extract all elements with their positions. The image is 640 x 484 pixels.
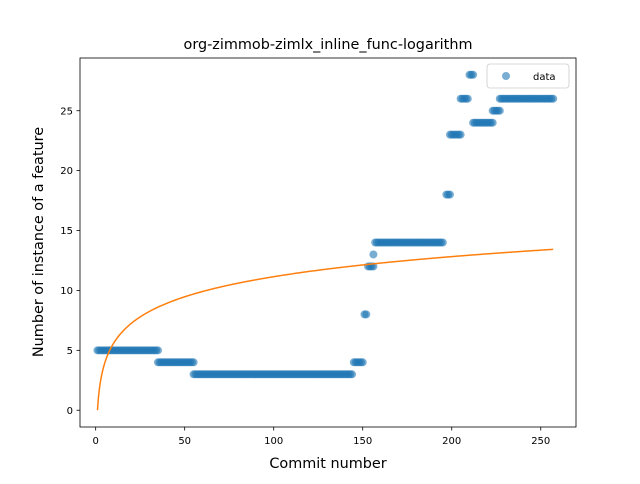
chart-title: org-zimmob-zimlx_inline_func-logarithm <box>184 37 473 53</box>
data-point <box>348 370 357 379</box>
data-point <box>438 238 447 247</box>
axes-frame <box>79 57 577 428</box>
data-point <box>153 346 162 355</box>
data-point <box>189 358 198 367</box>
legend: data <box>486 63 570 89</box>
x-tick-label: 50 <box>178 436 191 447</box>
legend-marker <box>502 72 510 80</box>
data-point <box>469 70 478 79</box>
fit-curve-line <box>96 248 554 411</box>
plot-area <box>93 70 558 411</box>
y-tick-label: 5 <box>67 346 73 357</box>
y-tick-label: 25 <box>60 106 73 117</box>
x-tick-label: 250 <box>531 436 550 447</box>
x-tick-label: 100 <box>264 436 283 447</box>
legend-box <box>486 63 570 89</box>
y-tick-label: 0 <box>67 406 73 417</box>
y-tick-label: 10 <box>60 286 73 297</box>
x-axis-label: Commit number <box>269 456 386 472</box>
x-tick-label: 0 <box>92 436 98 447</box>
data-point <box>362 310 371 319</box>
data-point <box>495 106 504 115</box>
data-point <box>463 94 472 103</box>
y-tick-label: 15 <box>60 226 73 237</box>
y-axis-label: Number of instance of a feature <box>31 127 47 357</box>
data-point <box>445 190 454 199</box>
x-tick-label: 150 <box>353 436 372 447</box>
data-point <box>456 130 465 139</box>
data-point <box>549 94 558 103</box>
legend-label: data <box>533 72 556 83</box>
data-point <box>369 250 378 259</box>
data-point <box>488 118 497 127</box>
x-tick-label: 200 <box>442 436 461 447</box>
axes: 0 50 100 150 200 250 0 5 10 15 20 25 <box>60 57 577 447</box>
data-point <box>358 358 367 367</box>
y-tick-label: 20 <box>60 166 73 177</box>
